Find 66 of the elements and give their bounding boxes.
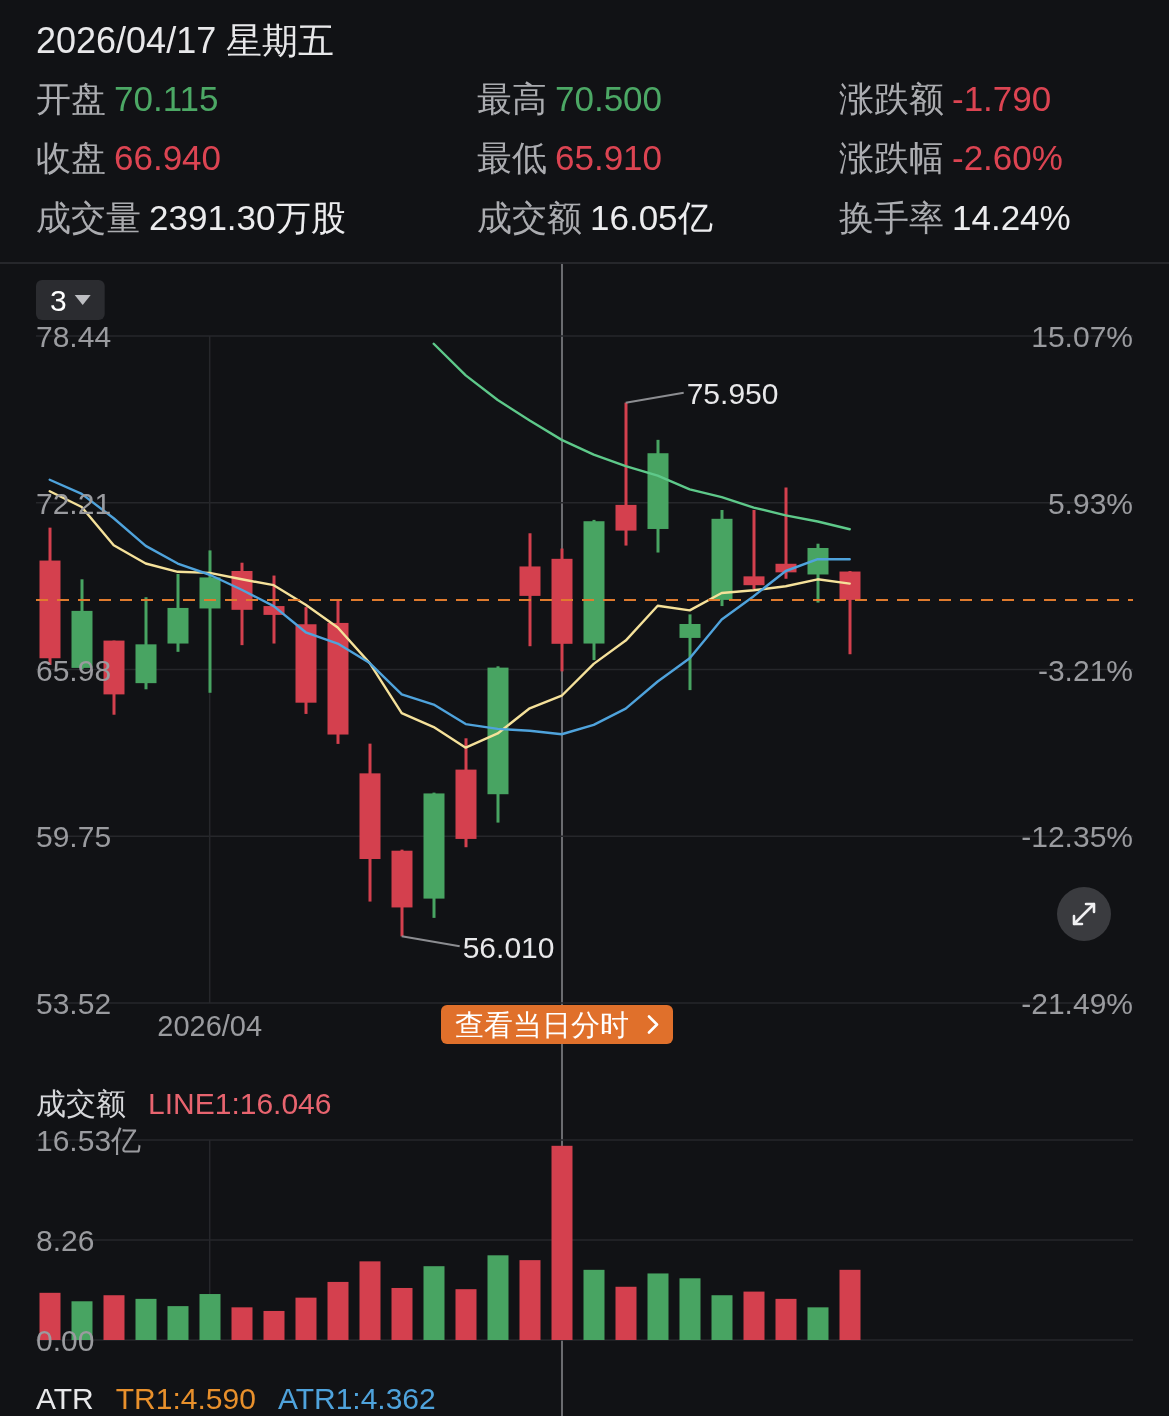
line-series: [432, 342, 851, 531]
text: 成交额: [477, 198, 582, 237]
bar: [583, 1269, 605, 1340]
bar: [167, 1306, 189, 1340]
bar: [327, 1281, 349, 1340]
text: 成交量: [36, 198, 141, 237]
bar: [839, 1269, 861, 1340]
text: TR1:4.590: [115, 1382, 256, 1415]
text: 70.115: [114, 79, 219, 118]
text: 涨跌额: [839, 79, 944, 118]
text: 收盘: [36, 138, 106, 177]
bar: [647, 1273, 669, 1340]
y-tick-label: 53.52: [36, 987, 112, 1020]
bar: [711, 1295, 733, 1340]
candlestick: [679, 614, 701, 692]
bar: [807, 1307, 829, 1340]
y2-tick-label: 15.07%: [1031, 320, 1133, 353]
candlestick: [743, 509, 765, 591]
bar: [295, 1297, 317, 1340]
bar: [455, 1289, 477, 1340]
text: ATR: [36, 1382, 94, 1415]
bar: [519, 1260, 541, 1340]
text: 70.500: [555, 79, 663, 118]
text: 换手率: [839, 198, 944, 237]
bar: [487, 1255, 509, 1340]
text: 查看当日分时: [455, 1008, 629, 1041]
bar: [231, 1307, 253, 1340]
y-tick-label: 8.26: [36, 1224, 95, 1258]
text: 2026/04/17 星期五: [36, 20, 335, 61]
bar: [103, 1295, 125, 1340]
text: 2391.30万股: [149, 198, 346, 237]
bar: [775, 1298, 797, 1340]
text: 65.910: [555, 138, 663, 177]
text: LINE1:16.046: [148, 1087, 332, 1120]
text: 最低: [477, 138, 547, 177]
bar: [551, 1145, 573, 1340]
y-tick-label: 16.53亿: [36, 1124, 142, 1157]
annotation: 75.950: [686, 376, 779, 410]
bar: [743, 1291, 765, 1340]
y-tick-label: 78.44: [36, 320, 112, 353]
y2-tick-label: 5.93%: [1047, 486, 1133, 520]
bar: [199, 1294, 221, 1340]
y2-tick-label: -21.49%: [1021, 987, 1133, 1020]
bar: [359, 1261, 381, 1340]
bar: [679, 1278, 701, 1340]
bar: [135, 1298, 157, 1340]
text: -1.790: [952, 79, 1052, 118]
text: 66.940: [114, 138, 222, 177]
text: 涨跌幅: [839, 138, 944, 177]
text: ATR1:4.362: [277, 1382, 436, 1415]
y-tick-label: 59.75: [36, 820, 112, 854]
text: 开盘: [36, 79, 106, 118]
chart-title: 成交额: [36, 1087, 126, 1120]
bar: [391, 1287, 413, 1340]
bar: [615, 1286, 637, 1340]
text: 3: [50, 283, 67, 317]
text: -2.60%: [952, 138, 1063, 177]
annotation: 56.010: [462, 931, 555, 965]
bar: [423, 1266, 445, 1340]
bar: [263, 1310, 285, 1340]
x-tick-label: 2026/04: [157, 1010, 263, 1042]
text: 最高: [477, 79, 547, 118]
y2-tick-label: -3.21%: [1037, 653, 1133, 687]
text: 14.24%: [952, 198, 1071, 237]
y2-tick-label: -12.35%: [1021, 820, 1133, 854]
text: 16.05亿: [590, 198, 713, 237]
